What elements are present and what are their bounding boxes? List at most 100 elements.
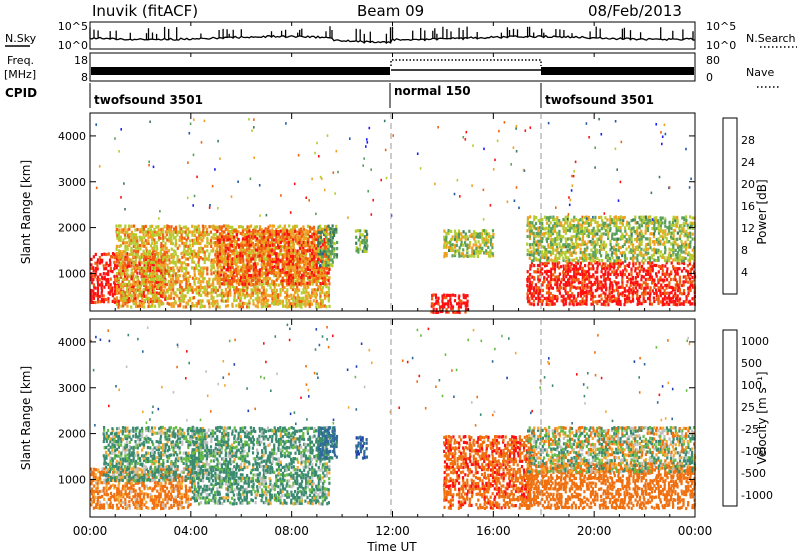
power-cell [304, 304, 307, 308]
power-cell [300, 254, 303, 258]
power-cell [577, 302, 580, 306]
power-cell [640, 286, 643, 290]
power-cell [216, 275, 219, 279]
power-cell [275, 299, 278, 303]
power-cell [233, 291, 236, 295]
power-cell [617, 273, 620, 277]
power-cell [619, 251, 622, 255]
power-cell [687, 291, 690, 295]
power-cell [575, 264, 578, 268]
power-cell [141, 277, 144, 282]
power-cell [256, 281, 259, 285]
power-cell [277, 267, 280, 272]
power-cell [252, 271, 255, 275]
power-cell [331, 244, 334, 248]
power-cell [321, 289, 324, 293]
power-cell [243, 263, 246, 267]
power-cell [220, 270, 223, 274]
power-cell [143, 298, 146, 302]
power-cell [198, 291, 201, 295]
power-cell [237, 230, 240, 234]
power-cell [526, 284, 529, 288]
power-cell [302, 269, 305, 273]
power-cell [245, 265, 248, 269]
power-cell [137, 304, 140, 308]
power-cell [275, 257, 278, 261]
power-cell [598, 262, 601, 266]
power-cell [191, 290, 194, 294]
power-cell [135, 304, 138, 308]
power-cell [649, 299, 652, 303]
power-cell [535, 285, 538, 289]
power-cell [651, 281, 654, 285]
power-cell [640, 302, 643, 306]
power-cell [193, 252, 196, 256]
power-cell [142, 225, 145, 229]
power-cell [691, 267, 694, 271]
power-cell [119, 252, 123, 256]
power-cell [602, 266, 606, 270]
power-cell [246, 262, 249, 266]
power-cell [490, 238, 493, 242]
power-cell [443, 293, 446, 297]
power-cell [262, 291, 265, 295]
power-cell [317, 252, 320, 256]
power-cell [678, 297, 682, 301]
power-cell [588, 261, 591, 265]
power-cell [651, 278, 654, 282]
power-cell [187, 263, 190, 267]
power-cell [145, 246, 148, 250]
power-cell [95, 269, 98, 273]
power-cell [145, 272, 148, 276]
power-cell [306, 224, 310, 228]
power-cell [229, 259, 232, 263]
power-cell [101, 258, 104, 262]
power-cell [246, 259, 249, 263]
power-cell [331, 264, 334, 268]
power-cell [304, 294, 307, 298]
power-cell [615, 261, 618, 265]
power-cell [277, 302, 280, 306]
power-cell [327, 278, 330, 282]
power-cell [534, 240, 538, 244]
date-title: 08/Feb/2013 [588, 2, 682, 20]
power-cell [604, 292, 607, 296]
power-cell [178, 258, 181, 262]
power-cell [613, 251, 616, 255]
power-cell [132, 241, 135, 245]
power-cell [314, 295, 317, 300]
power-cell [208, 241, 211, 246]
power-cell [149, 285, 152, 289]
power-cell [547, 286, 551, 290]
power-cell [566, 272, 569, 276]
power-cell [613, 289, 616, 293]
power-cell [176, 233, 179, 237]
power-cell [565, 291, 568, 296]
power-cell [616, 289, 620, 293]
power-cell [319, 255, 322, 260]
power-cell [250, 240, 253, 244]
power-cell [250, 279, 253, 283]
power-cell [545, 231, 548, 235]
power-cell [134, 263, 137, 267]
power-cell [564, 255, 568, 259]
power-cell [244, 240, 247, 244]
power-cell [267, 293, 270, 297]
power-cell [629, 280, 633, 284]
power-cell [267, 245, 270, 249]
power-cell [124, 255, 127, 259]
power-cell [550, 267, 553, 271]
power-cell [447, 246, 450, 250]
power-cell [661, 286, 664, 290]
power-cell [220, 227, 223, 231]
power-cell [531, 296, 534, 300]
power-cell [237, 270, 240, 274]
power-cell [315, 288, 318, 292]
power-cell [553, 270, 556, 274]
power-cell [290, 273, 293, 277]
power-cell [571, 258, 574, 262]
power-cell [189, 230, 192, 234]
power-cell [145, 297, 148, 301]
power-cell [551, 261, 554, 265]
power-cell [312, 265, 315, 270]
